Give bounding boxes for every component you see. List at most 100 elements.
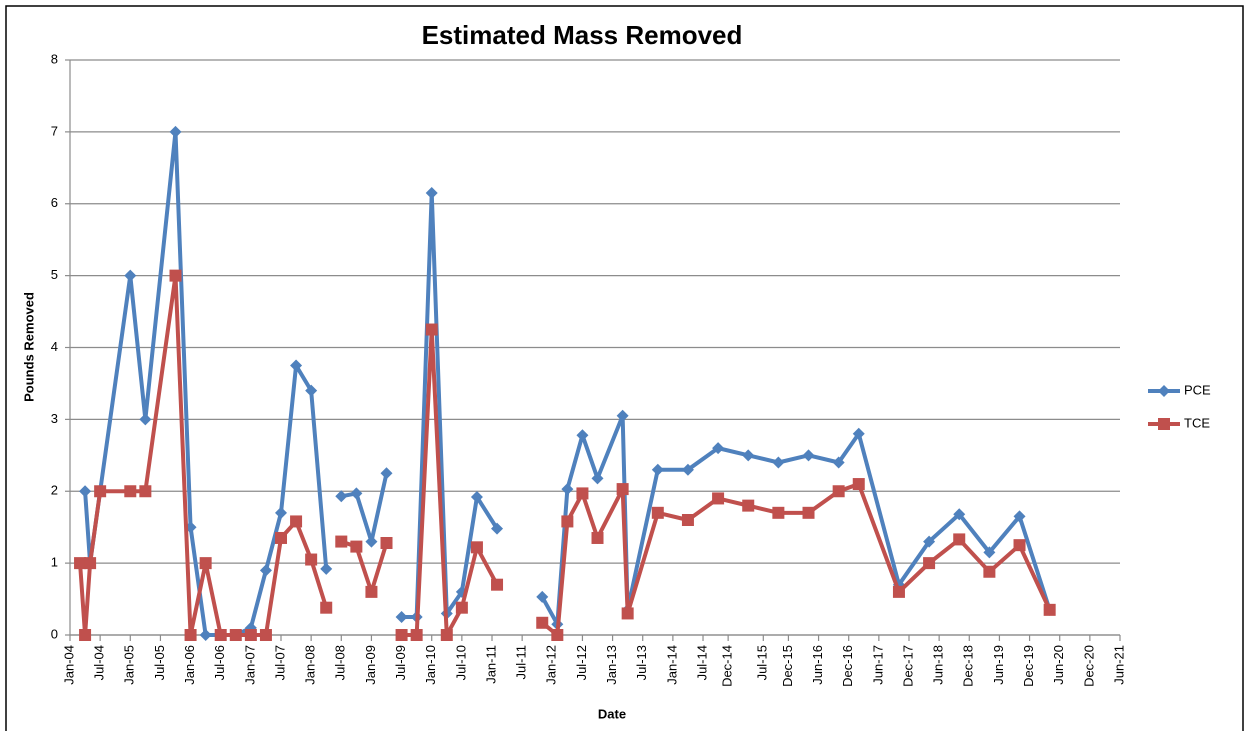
y-tick-label: 2 <box>51 483 58 498</box>
x-tick-label: Jul-11 <box>514 645 529 679</box>
point <box>802 449 815 462</box>
point <box>94 485 107 498</box>
x-tick-label: Dec-15 <box>780 645 795 687</box>
x-tick-label: Jan-06 <box>182 645 197 685</box>
point <box>275 531 288 544</box>
x-tick-label: Dec-18 <box>961 645 976 687</box>
point <box>425 323 438 336</box>
y-tick-label: 6 <box>51 195 58 210</box>
x-tick-label: Dec-16 <box>840 645 855 687</box>
legend-label: TCE <box>1184 415 1210 430</box>
point <box>84 557 97 570</box>
point <box>365 585 378 598</box>
point <box>712 442 725 455</box>
point <box>79 629 92 641</box>
point <box>832 485 845 498</box>
point <box>616 483 629 496</box>
point <box>365 535 378 548</box>
legend-marker <box>1158 418 1170 430</box>
point <box>681 514 694 526</box>
point <box>561 483 574 496</box>
point <box>290 359 303 372</box>
point <box>576 487 589 500</box>
chart-title: Estimated Mass Removed <box>422 20 743 50</box>
point <box>139 485 152 498</box>
y-tick-label: 8 <box>51 51 58 66</box>
x-tick-label: Jan-09 <box>363 645 378 685</box>
x-tick-label: Jul-10 <box>453 645 468 680</box>
y-tick-label: 7 <box>51 123 58 138</box>
x-tick-label: Dec-19 <box>1021 645 1036 687</box>
point <box>199 629 212 641</box>
point <box>852 478 865 491</box>
point <box>169 125 182 138</box>
point <box>440 629 453 641</box>
point <box>953 508 966 521</box>
point <box>712 492 725 505</box>
y-tick-label: 4 <box>51 339 58 354</box>
point <box>923 535 936 548</box>
point <box>320 562 333 575</box>
point <box>350 540 363 553</box>
point <box>74 557 87 570</box>
point <box>742 449 755 462</box>
x-tick-label: Jul-06 <box>212 645 227 680</box>
x-tick-label: Jul-15 <box>755 645 770 680</box>
y-tick-label: 0 <box>51 626 58 641</box>
series-line <box>83 129 1052 637</box>
point <box>681 463 694 476</box>
point <box>259 564 272 577</box>
point <box>470 491 483 503</box>
x-tick-label: Jan-10 <box>423 645 438 685</box>
x-tick-label: Jan-14 <box>664 645 679 685</box>
x-tick-label: Jan-04 <box>61 645 76 685</box>
series-line <box>78 273 1052 637</box>
x-tick-label: Jul-07 <box>272 645 287 680</box>
point <box>305 384 318 397</box>
point <box>591 531 604 544</box>
y-tick-label: 1 <box>51 555 58 570</box>
x-axis-title: Date <box>598 706 626 721</box>
point <box>395 611 408 624</box>
x-tick-label: Jul-04 <box>92 645 107 680</box>
point <box>892 585 905 598</box>
y-tick-label: 3 <box>51 411 58 426</box>
point <box>199 557 212 570</box>
x-tick-label: Jul-12 <box>574 645 589 680</box>
x-tick-label: Jul-08 <box>333 645 348 680</box>
point <box>124 269 137 282</box>
point <box>1043 603 1056 616</box>
point <box>491 578 504 591</box>
point <box>380 537 393 549</box>
y-tick-label: 5 <box>51 267 58 282</box>
point <box>425 186 438 199</box>
point <box>124 485 137 498</box>
x-tick-label: Jul-14 <box>694 645 709 680</box>
x-tick-label: Jun-18 <box>931 645 946 685</box>
point <box>802 506 815 519</box>
chart-frame <box>5 5 1244 731</box>
x-tick-label: Jan-07 <box>242 645 257 685</box>
point <box>832 456 845 469</box>
x-tick-label: Jul-05 <box>152 645 167 680</box>
point <box>320 601 333 614</box>
x-tick-label: Jan-12 <box>544 645 559 685</box>
x-tick-label: Jan-13 <box>604 645 619 685</box>
point <box>1013 539 1026 552</box>
point <box>244 629 257 641</box>
point <box>1013 510 1026 523</box>
x-tick-label: Dec-20 <box>1081 645 1096 687</box>
legend-label: PCE <box>1184 382 1211 397</box>
point <box>395 629 408 641</box>
point <box>229 629 242 641</box>
point <box>184 629 197 641</box>
point <box>335 535 348 548</box>
point <box>651 463 664 476</box>
point <box>290 515 303 528</box>
point <box>380 467 393 480</box>
x-tick-label: Jul-09 <box>393 645 408 680</box>
x-tick-label: Jun-21 <box>1111 645 1126 685</box>
x-tick-label: Jul-13 <box>634 645 649 680</box>
point <box>852 427 865 440</box>
